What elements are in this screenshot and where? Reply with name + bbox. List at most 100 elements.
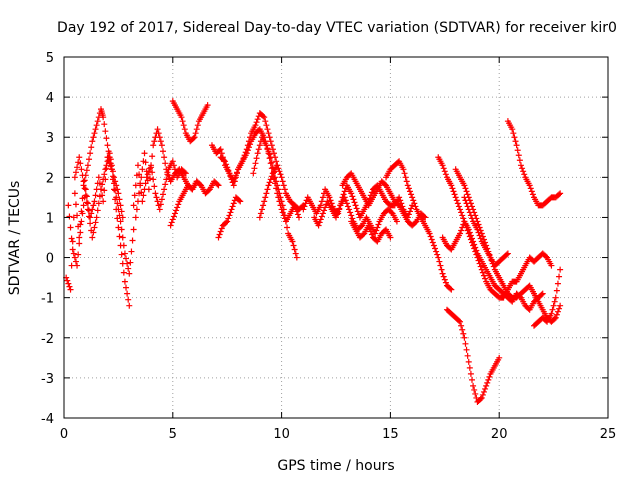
- data-point: [472, 390, 479, 397]
- data-point: [236, 197, 243, 204]
- data-point: [118, 226, 125, 233]
- y-tick-label: -4: [41, 412, 54, 427]
- data-point: [268, 159, 275, 166]
- data-point: [181, 126, 188, 133]
- data-point: [448, 182, 455, 189]
- data-point: [434, 251, 441, 258]
- data-point: [218, 150, 225, 157]
- data-point: [400, 166, 407, 173]
- data-point: [67, 286, 74, 293]
- data-point: [170, 213, 177, 220]
- data-point: [469, 235, 475, 242]
- plot-frame: [63, 56, 609, 419]
- data-point: [292, 205, 299, 212]
- data-point: [66, 283, 73, 290]
- data-point: [388, 209, 395, 216]
- data-point: [411, 200, 418, 207]
- data-point: [478, 394, 485, 401]
- data-point: [290, 242, 297, 249]
- data-point: [263, 190, 270, 197]
- data-point: [114, 186, 121, 193]
- data-point: [268, 165, 275, 172]
- data-point: [437, 262, 444, 269]
- data-point: [227, 209, 234, 216]
- data-point: [68, 262, 75, 269]
- data-point: [137, 180, 144, 187]
- data-point: [76, 240, 83, 247]
- y-tick-label: -2: [41, 332, 54, 347]
- y-tick-label: 4: [46, 91, 54, 106]
- data-point: [511, 134, 518, 141]
- data-point: [117, 218, 124, 225]
- data-point: [142, 180, 149, 187]
- data-point: [279, 178, 286, 185]
- data-point: [484, 379, 491, 386]
- data-point: [252, 122, 259, 129]
- series-track-o: [339, 170, 429, 229]
- data-point: [115, 206, 122, 213]
- data-point: [92, 219, 99, 226]
- data-point: [521, 171, 528, 178]
- data-point: [550, 302, 557, 309]
- data-point: [103, 135, 110, 142]
- data-point: [442, 171, 449, 178]
- data-point: [551, 315, 558, 322]
- data-point: [557, 302, 564, 309]
- data-point: [165, 172, 172, 179]
- data-point: [158, 142, 165, 149]
- data-point: [341, 194, 348, 201]
- series-track-h: [208, 110, 281, 185]
- data-point: [401, 170, 408, 177]
- data-point: [477, 395, 484, 402]
- data-point: [254, 150, 261, 157]
- data-point: [164, 171, 171, 178]
- data-point: [343, 200, 350, 207]
- data-point: [115, 190, 122, 197]
- series-track-j: [215, 194, 244, 241]
- data-point: [352, 202, 359, 209]
- data-point: [459, 224, 466, 231]
- data-point: [265, 130, 272, 137]
- data-point: [381, 181, 388, 188]
- data-point: [86, 156, 93, 163]
- data-point: [262, 194, 269, 201]
- data-point: [178, 114, 185, 121]
- data-point: [278, 198, 285, 205]
- data-point: [467, 370, 474, 377]
- series-track-t: [452, 166, 564, 325]
- data-point: [92, 192, 99, 199]
- data-point: [215, 182, 222, 189]
- data-point: [465, 358, 472, 365]
- data-point: [455, 317, 462, 324]
- data-point: [549, 306, 556, 313]
- data-point: [451, 191, 458, 198]
- data-point: [368, 189, 375, 196]
- data-point: [317, 216, 324, 223]
- data-point: [216, 231, 223, 238]
- data-point: [461, 182, 468, 189]
- data-point: [454, 200, 461, 207]
- series-track-u: [461, 194, 511, 269]
- series-track-k: [250, 134, 300, 261]
- data-point: [194, 122, 201, 129]
- data-point: [113, 182, 120, 189]
- data-point: [232, 174, 239, 181]
- data-point: [125, 296, 132, 303]
- data-point: [368, 231, 375, 238]
- data-point: [252, 160, 259, 167]
- data-point: [179, 118, 186, 125]
- data-point: [554, 280, 561, 287]
- data-point: [405, 185, 412, 192]
- x-axis-label: GPS time / hours: [277, 458, 394, 474]
- data-point: [93, 122, 100, 129]
- data-point: [448, 286, 455, 293]
- data-point: [336, 205, 343, 212]
- data-point: [117, 202, 124, 209]
- data-point: [191, 134, 198, 141]
- data-point: [402, 174, 409, 181]
- data-point: [374, 224, 381, 231]
- data-point: [141, 150, 148, 157]
- data-point: [340, 191, 347, 198]
- data-point: [461, 194, 468, 201]
- data-point: [205, 187, 212, 194]
